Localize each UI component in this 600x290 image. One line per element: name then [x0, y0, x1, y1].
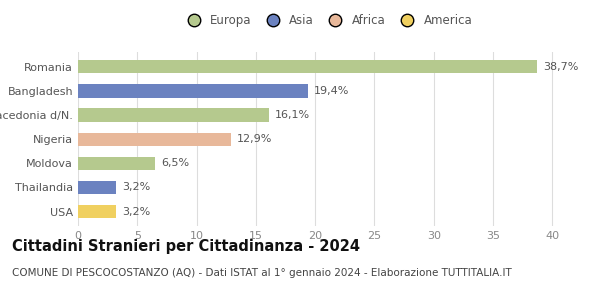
Text: 12,9%: 12,9% [237, 134, 272, 144]
Text: 19,4%: 19,4% [314, 86, 349, 96]
Text: COMUNE DI PESCOCOSTANZO (AQ) - Dati ISTAT al 1° gennaio 2024 - Elaborazione TUTT: COMUNE DI PESCOCOSTANZO (AQ) - Dati ISTA… [12, 268, 512, 278]
Bar [78, 108, 269, 122]
Text: 6,5%: 6,5% [161, 158, 189, 168]
Bar [78, 181, 116, 194]
Text: 3,2%: 3,2% [122, 207, 150, 217]
Legend: Europa, Asia, Africa, America: Europa, Asia, Africa, America [177, 9, 477, 32]
Bar [78, 205, 116, 218]
Text: 38,7%: 38,7% [543, 62, 578, 72]
Text: 3,2%: 3,2% [122, 182, 150, 193]
Bar [78, 133, 231, 146]
Bar [78, 157, 155, 170]
Text: 16,1%: 16,1% [275, 110, 310, 120]
Bar [78, 60, 537, 73]
Bar [78, 84, 308, 97]
Text: Cittadini Stranieri per Cittadinanza - 2024: Cittadini Stranieri per Cittadinanza - 2… [12, 239, 360, 254]
